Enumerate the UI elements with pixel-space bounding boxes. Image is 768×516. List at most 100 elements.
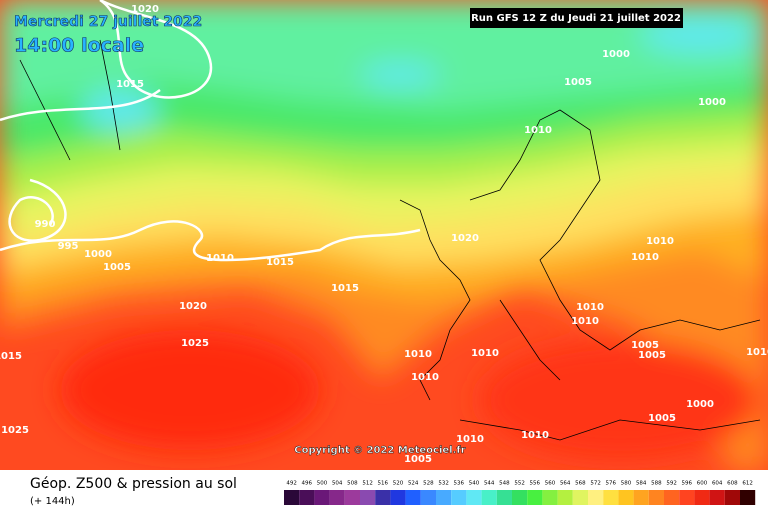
- legend-swatch: [375, 490, 391, 505]
- legend-swatch: [664, 490, 680, 505]
- isobar-label: 1015: [266, 257, 294, 268]
- legend-label: 500: [317, 481, 328, 487]
- isobar-label: 1005: [564, 77, 592, 88]
- isobar-label: 1015: [116, 79, 144, 90]
- isobar-label: 1025: [181, 338, 209, 349]
- isobar-label: 1000: [698, 97, 726, 108]
- footer-title: Géop. Z500 & pression au sol: [30, 476, 237, 492]
- legend-label: 552: [514, 481, 525, 487]
- legend-label: 524: [408, 481, 419, 487]
- legend-label: 580: [621, 481, 632, 487]
- isobar-label: 995: [58, 241, 79, 252]
- legend-swatch: [512, 490, 528, 505]
- legend-label: 504: [332, 481, 343, 487]
- legend-swatch: [557, 490, 573, 505]
- legend-swatch: [648, 490, 664, 505]
- legend-label: 568: [575, 481, 586, 487]
- legend-label: 520: [393, 481, 404, 487]
- isobar-label: 1020: [131, 4, 159, 15]
- isobar-label: 1020: [179, 301, 207, 312]
- legend-label: 516: [378, 481, 389, 487]
- footer-subtitle: (+ 144h): [30, 496, 75, 507]
- legend-swatch: [344, 490, 360, 505]
- isobar-label: 990: [35, 219, 56, 230]
- legend-label: 536: [454, 481, 465, 487]
- legend-label: 612: [742, 481, 753, 487]
- legend-label: 588: [651, 481, 662, 487]
- legend-label: 496: [302, 481, 313, 487]
- isobar-label: 1010: [206, 253, 234, 264]
- legend-swatch: [284, 490, 300, 505]
- copyright: Copyright © 2022 Meteociel.fr: [294, 445, 465, 456]
- isobar-label: 1000: [602, 49, 630, 60]
- legend-label: 608: [727, 481, 738, 487]
- isobar-label: 1025: [1, 425, 29, 436]
- legend-label: 512: [362, 481, 373, 487]
- isobar-label: 1015: [0, 351, 22, 362]
- isobar-label: 1000: [84, 249, 112, 260]
- run-banner: [470, 8, 683, 28]
- legend-label: 572: [590, 481, 601, 487]
- legend-swatch: [420, 490, 436, 505]
- legend-label: 492: [286, 481, 297, 487]
- legend-swatch: [618, 490, 634, 505]
- legend-label: 564: [560, 481, 571, 487]
- legend-swatch: [436, 490, 452, 505]
- legend-label: 596: [682, 481, 693, 487]
- isobar-label: 1010: [521, 430, 549, 441]
- isobar-label: 1010: [404, 349, 432, 360]
- legend-swatch: [603, 490, 619, 505]
- legend-swatch: [314, 490, 330, 505]
- legend-swatch: [694, 490, 710, 505]
- isobar-label: 1010: [576, 302, 604, 313]
- isobar-label: 1000: [686, 399, 714, 410]
- legend-swatch: [633, 490, 649, 505]
- legend-swatch: [740, 490, 756, 505]
- isobar-label: 1005: [631, 340, 659, 351]
- legend-swatch: [724, 490, 740, 505]
- legend-swatch: [466, 490, 482, 505]
- legend-swatch: [451, 490, 467, 505]
- map-date: Mercredi 27 juillet 2022: [14, 14, 202, 30]
- legend-swatch: [588, 490, 604, 505]
- legend-swatch: [360, 490, 376, 505]
- legend-label: 532: [438, 481, 449, 487]
- legend-label: 540: [469, 481, 480, 487]
- isobar-label: 1010: [411, 372, 439, 383]
- legend-swatch: [329, 490, 345, 505]
- color-legend: 492 496 500 504 508 512 516 520 524 528 532 536 540 5…: [284, 481, 756, 505]
- isobar-label: 1005: [648, 413, 676, 424]
- isobar-label: 1005: [404, 454, 432, 465]
- legend-swatch: [527, 490, 543, 505]
- isobar-label: 1010: [571, 316, 599, 327]
- isobar-label: 1005: [638, 350, 666, 361]
- isobar-label: 1010: [631, 252, 659, 263]
- isobar-label: 1015: [331, 283, 359, 294]
- isobar-label: 1005: [103, 262, 131, 273]
- isobar-label: 1020: [451, 233, 479, 244]
- legend-label: 508: [347, 481, 358, 487]
- run-info: Run GFS 12 Z du Jeudi 21 juillet 2022: [471, 13, 681, 24]
- legend-swatch: [542, 490, 558, 505]
- legend-swatch: [481, 490, 497, 505]
- legend-swatch: [299, 490, 315, 505]
- legend-swatch: [572, 490, 588, 505]
- isobar-label: 1010: [646, 236, 674, 247]
- legend-swatch: [709, 490, 725, 505]
- legend-label: 560: [545, 481, 556, 487]
- legend-swatch: [679, 490, 695, 505]
- legend-label: 556: [530, 481, 541, 487]
- isobar-label: 1010: [746, 347, 768, 358]
- isobar-label: 1010: [471, 348, 499, 359]
- legend-label: 600: [697, 481, 708, 487]
- legend-swatch: [390, 490, 406, 505]
- legend-label: 576: [606, 481, 617, 487]
- legend-swatch: [405, 490, 421, 505]
- legend-label: 544: [484, 481, 495, 487]
- legend-label: 584: [636, 481, 647, 487]
- map-field: [0, 0, 768, 470]
- legend-label: 548: [499, 481, 510, 487]
- isobar-label: 1010: [456, 434, 484, 445]
